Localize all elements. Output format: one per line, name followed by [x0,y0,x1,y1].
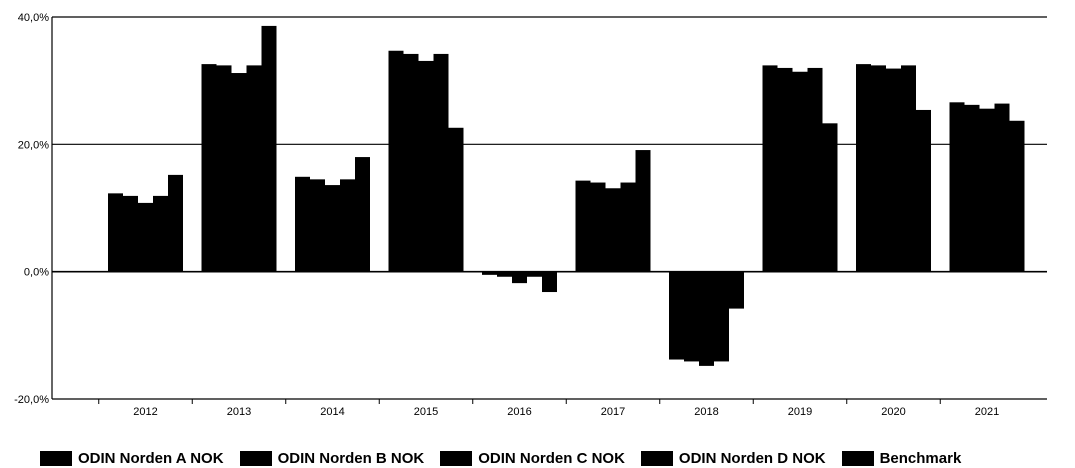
legend-swatch [841,451,874,466]
bar-2015-series-4 [433,53,449,272]
legend-label: Benchmark [879,450,962,467]
bar-2019-series-2 [777,67,793,272]
bar-2019-series-5 [822,123,838,272]
legend-item: ODIN Norden D NOK [640,450,826,467]
bar-2012-series-2 [123,195,138,272]
legend-swatch [440,451,473,466]
x-tick-label: 2018 [694,406,718,418]
bars [108,25,1025,366]
bar-2014-series-5 [355,157,370,272]
legend-label: ODIN Norden B NOK [277,450,425,467]
bar-2014-series-4 [340,179,355,272]
bar-2016-series-2 [497,271,512,277]
bar-2016-series-5 [542,271,557,293]
bar-2019-series-4 [807,67,823,272]
bar-2014-series-2 [310,179,325,272]
bar-2017-series-3 [605,188,621,272]
bar-2021-series-1 [949,102,965,272]
bar-2015-series-1 [388,50,404,272]
bar-2018-series-5 [729,271,744,309]
bar-2016-series-3 [512,271,527,284]
bar-2020-series-4 [901,65,916,272]
bar-2016-series-1 [482,271,497,275]
bar-2020-series-3 [886,68,901,272]
x-tick-label: 2020 [881,406,905,418]
bar-2019-series-3 [792,71,808,272]
tick-labels: 40,0% 20,0% 0,0% -20,0% 2012 2013 2014 2015 2016… [14,12,999,418]
bar-2012-series-3 [138,202,153,272]
x-tick-label: 2013 [227,406,251,418]
bar-2012-series-4 [153,195,168,272]
legend-swatch [40,451,72,466]
x-tick-label: 2014 [320,406,344,418]
bar-2014-series-3 [325,185,340,272]
bar-2013-series-3 [231,73,247,272]
bar-2021-series-3 [979,108,995,272]
bar-2012-series-1 [108,193,123,272]
bar-2021-series-2 [964,104,980,272]
legend-item: Benchmark [841,450,962,467]
bar-2016-series-4 [527,271,542,277]
bar-2015-series-2 [403,53,419,272]
x-tick-label: 2019 [788,406,812,418]
bar-2017-series-5 [635,150,651,272]
bar-2013-series-1 [201,64,217,272]
bar-2018-series-1 [669,271,684,360]
bar-2015-series-5 [448,127,464,272]
bar-2021-series-4 [994,103,1010,272]
x-tick-label: 2012 [133,406,157,418]
bar-chart: 40,0% 20,0% 0,0% -20,0% 2012 2013 2014 2015 2016… [14,12,1047,418]
bar-2012-series-5 [168,174,183,272]
y-tick-label: 40,0% [18,12,49,24]
bar-2017-series-2 [590,182,606,272]
axes [51,17,1047,404]
bar-2017-series-4 [620,182,636,272]
bar-2020-series-5 [916,109,931,272]
legend-label: ODIN Norden D NOK [678,450,826,467]
bar-2013-series-4 [246,65,262,272]
bar-2021-series-5 [1009,120,1025,272]
legend-label: ODIN Norden C NOK [478,450,625,467]
y-tick-label: 20,0% [18,139,49,151]
bar-2019-series-1 [762,65,778,272]
bar-2018-series-3 [699,271,714,366]
legend-item: ODIN Norden A NOK [40,450,224,467]
bar-2017-series-1 [575,180,591,272]
legend-label: ODIN Norden A NOK [78,450,224,467]
legend-swatch [239,451,272,466]
x-tick-label: 2015 [414,406,438,418]
y-tick-label: -20,0% [14,394,49,406]
legend-item: ODIN Norden B NOK [239,450,425,467]
bar-2015-series-3 [418,60,434,272]
bar-2014-series-1 [295,176,310,272]
legend-swatch [640,451,673,466]
bar-2013-series-2 [216,65,232,272]
x-tick-label: 2017 [601,406,625,418]
y-tick-label: 0,0% [24,267,49,279]
bar-2020-series-2 [871,65,886,272]
legend-item: ODIN Norden C NOK [440,450,625,467]
bar-2018-series-4 [714,271,729,362]
x-tick-label: 2021 [975,406,999,418]
bar-2018-series-2 [684,271,699,362]
bar-2013-series-5 [261,25,277,272]
bar-2020-series-1 [856,64,871,272]
x-tick-label: 2016 [507,406,531,418]
legend: ODIN Norden A NOK ODIN Norden B NOK ODIN N… [40,450,977,467]
